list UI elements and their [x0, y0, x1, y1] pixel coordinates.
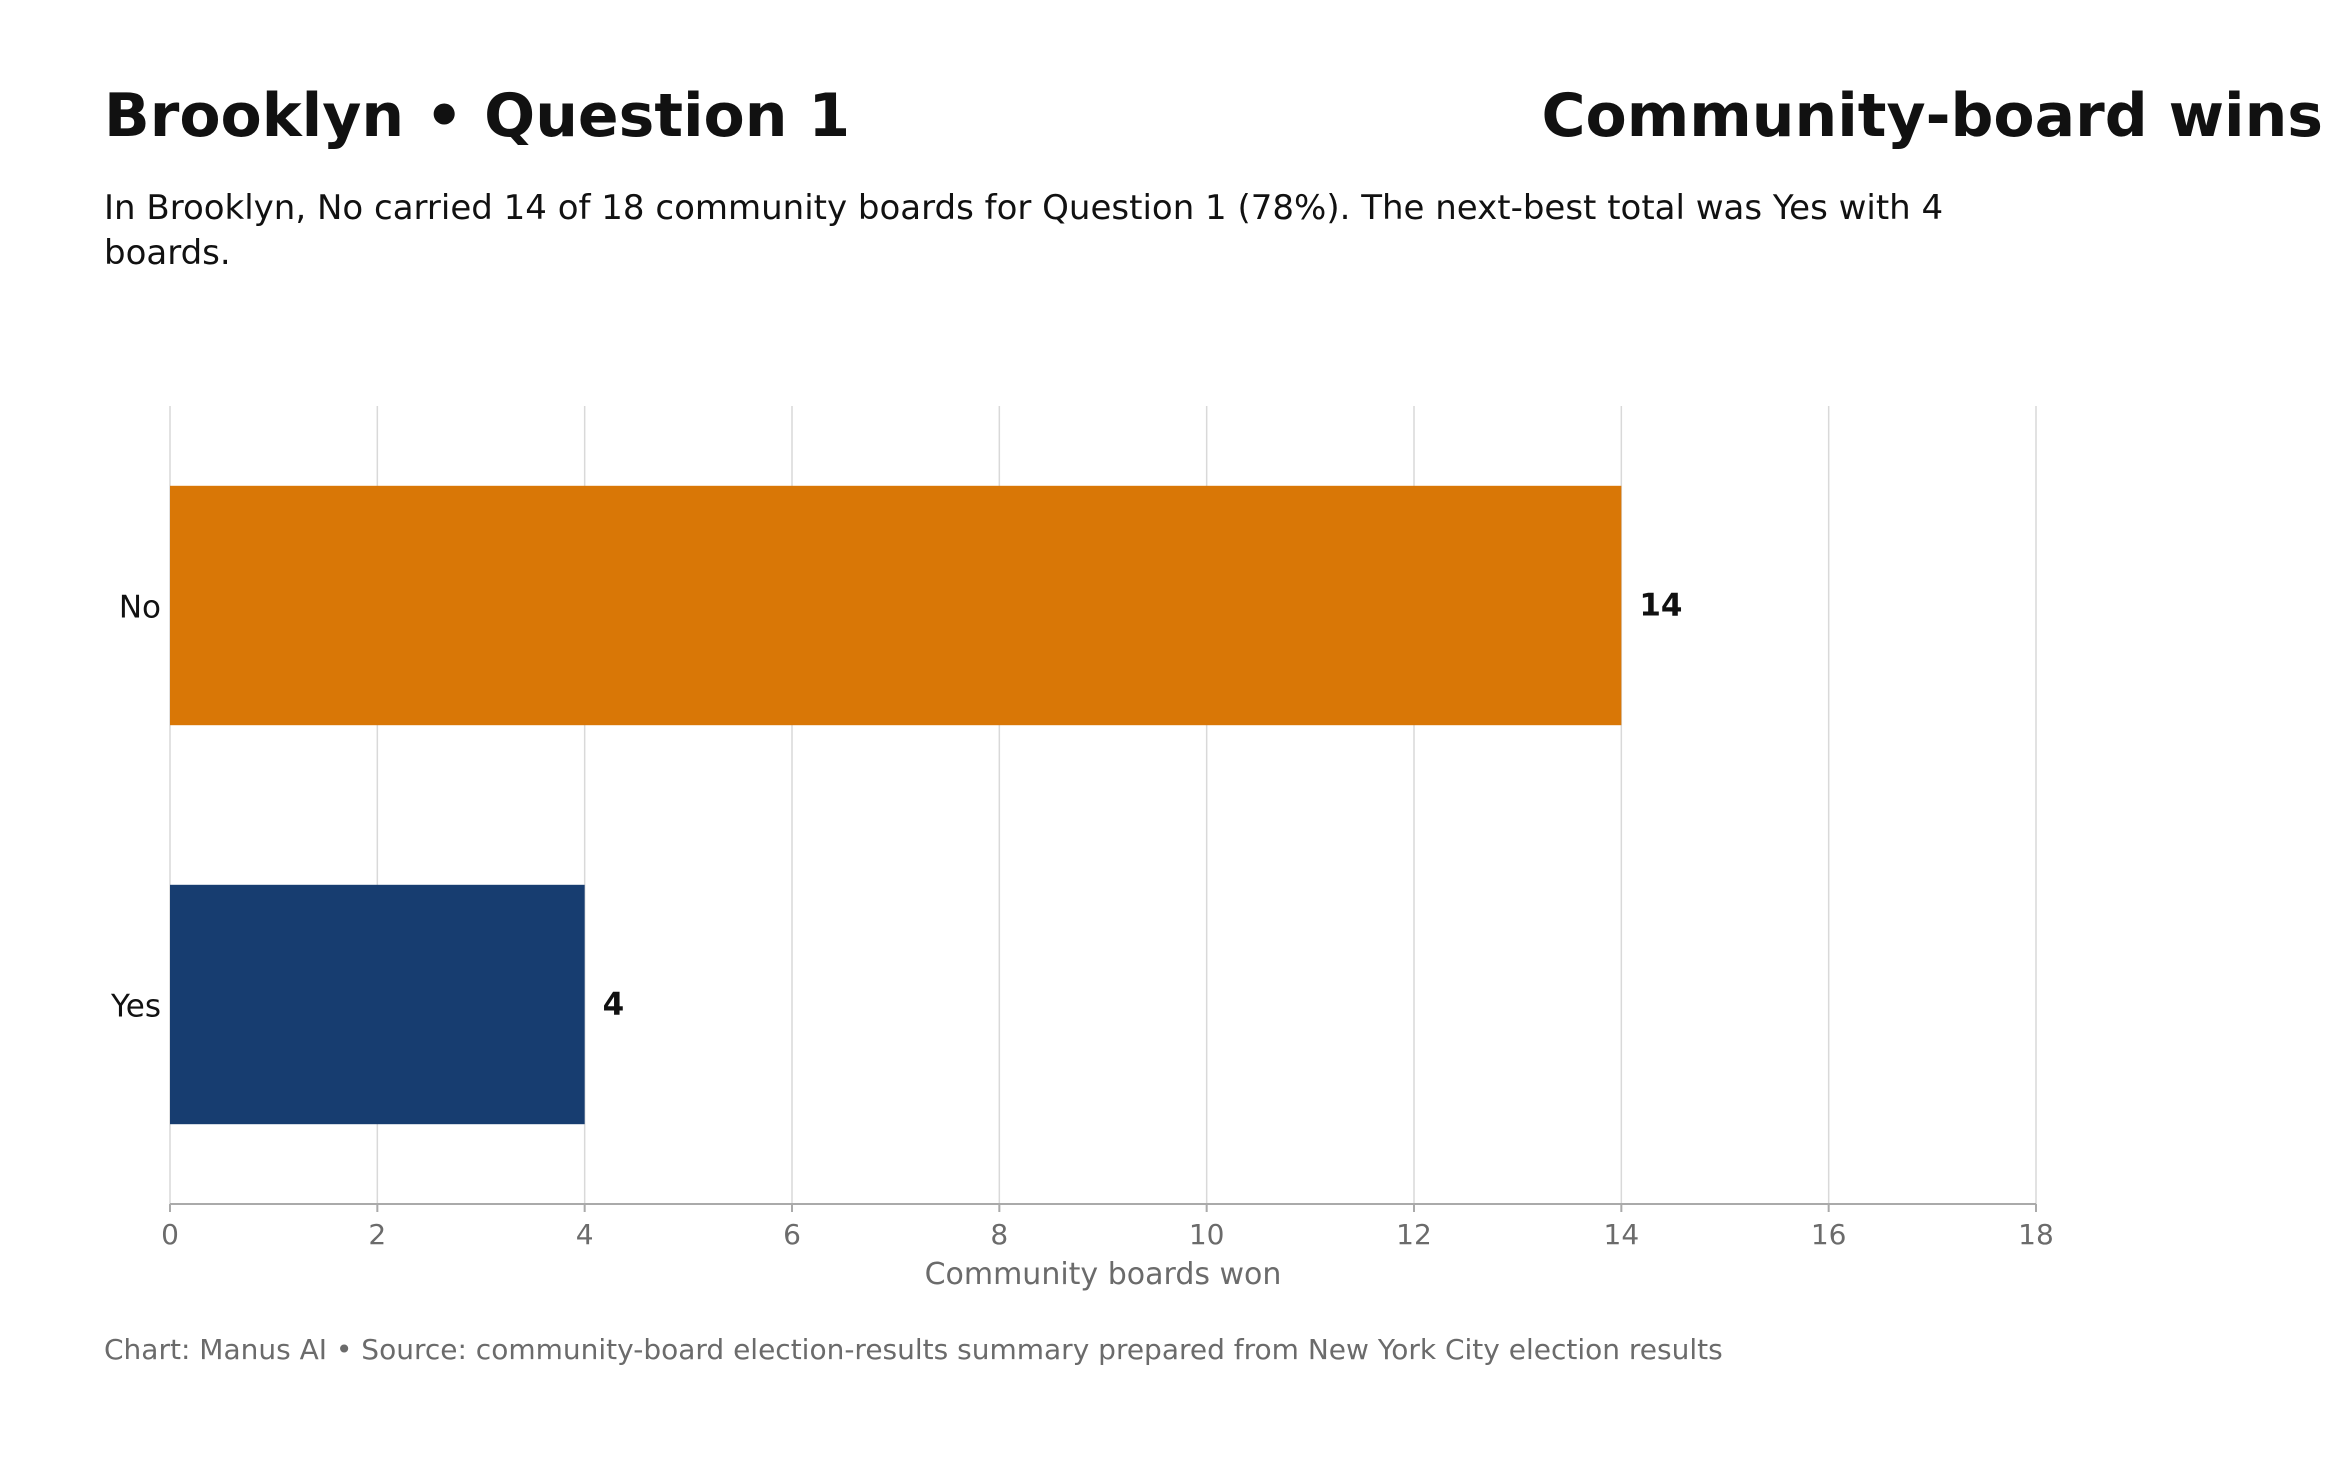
x-tick-label: 10 [1189, 1218, 1225, 1251]
category-label: No [119, 590, 161, 626]
x-tick-label: 18 [2018, 1218, 2054, 1251]
data-label: 4 [603, 987, 625, 1023]
x-tick-label: 12 [1396, 1218, 1432, 1251]
data-label: 14 [1639, 588, 1682, 624]
x-tick-label: 2 [368, 1218, 386, 1251]
bars [170, 485, 1622, 1125]
bar-no [170, 485, 1622, 726]
x-tick-label: 4 [576, 1218, 594, 1251]
chart-right-title: Community-board wins [1541, 81, 2324, 151]
x-tick-label: 6 [783, 1218, 801, 1251]
chart-subtitle: In Brooklyn, No carried 14 of 18 communi… [104, 188, 1944, 273]
chart-title: Brooklyn • Question 1 [104, 81, 851, 151]
bar-yes [170, 884, 585, 1125]
labels: No 14 Yes 4 [110, 588, 1683, 1025]
x-tick-label: 8 [990, 1218, 1008, 1251]
x-tick-label: 16 [1811, 1218, 1847, 1251]
category-label: Yes [110, 989, 161, 1025]
x-axis: 0 2 4 6 8 10 12 14 16 18 Community boards won [161, 1203, 2054, 1292]
x-tick-label: 0 [161, 1218, 179, 1251]
chart-source-note: Chart: Manus AI • Source: community-boar… [104, 1333, 1723, 1366]
x-axis-title: Community boards won [925, 1257, 1282, 1292]
x-tick-label: 14 [1604, 1218, 1640, 1251]
